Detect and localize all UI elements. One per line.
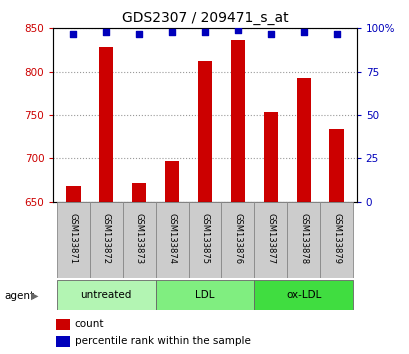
- Text: GSM133876: GSM133876: [233, 213, 242, 264]
- Bar: [164, 161, 179, 202]
- Bar: [188, 202, 221, 278]
- Text: GSM133877: GSM133877: [266, 213, 275, 264]
- Bar: [89, 202, 122, 278]
- Bar: [254, 202, 287, 278]
- Text: GSM133879: GSM133879: [332, 213, 341, 264]
- Text: agent: agent: [4, 291, 34, 301]
- Point: [103, 29, 109, 35]
- Text: percentile rank within the sample: percentile rank within the sample: [74, 336, 250, 346]
- Title: GDS2307 / 209471_s_at: GDS2307 / 209471_s_at: [121, 11, 288, 24]
- Point: [300, 29, 306, 35]
- Point: [234, 27, 240, 33]
- Point: [201, 29, 208, 35]
- Bar: [65, 186, 80, 202]
- Bar: [296, 78, 310, 202]
- Bar: [155, 202, 188, 278]
- Bar: [287, 202, 320, 278]
- Bar: [56, 319, 70, 330]
- Text: GSM133871: GSM133871: [68, 213, 77, 264]
- Point: [267, 31, 274, 36]
- Text: untreated: untreated: [80, 290, 131, 300]
- Bar: [221, 202, 254, 278]
- Bar: [122, 202, 155, 278]
- Bar: [263, 113, 278, 202]
- Text: GSM133872: GSM133872: [101, 213, 110, 264]
- Bar: [99, 46, 113, 202]
- Bar: [56, 336, 70, 347]
- Text: ox-LDL: ox-LDL: [285, 290, 321, 300]
- Bar: [329, 129, 344, 202]
- Text: LDL: LDL: [195, 290, 214, 300]
- Text: GSM133873: GSM133873: [134, 213, 143, 264]
- Point: [333, 31, 339, 36]
- Bar: [254, 280, 353, 310]
- Point: [135, 31, 142, 36]
- Text: GSM133875: GSM133875: [200, 213, 209, 264]
- Text: ▶: ▶: [31, 291, 38, 301]
- Text: GSM133878: GSM133878: [299, 213, 308, 264]
- Point: [70, 31, 76, 36]
- Bar: [155, 280, 254, 310]
- Bar: [197, 61, 212, 202]
- Text: count: count: [74, 319, 104, 329]
- Bar: [230, 40, 245, 202]
- Text: GSM133874: GSM133874: [167, 213, 176, 264]
- Bar: [131, 183, 146, 202]
- Bar: [56, 202, 89, 278]
- Bar: [56, 280, 155, 310]
- Point: [169, 29, 175, 35]
- Bar: [320, 202, 353, 278]
